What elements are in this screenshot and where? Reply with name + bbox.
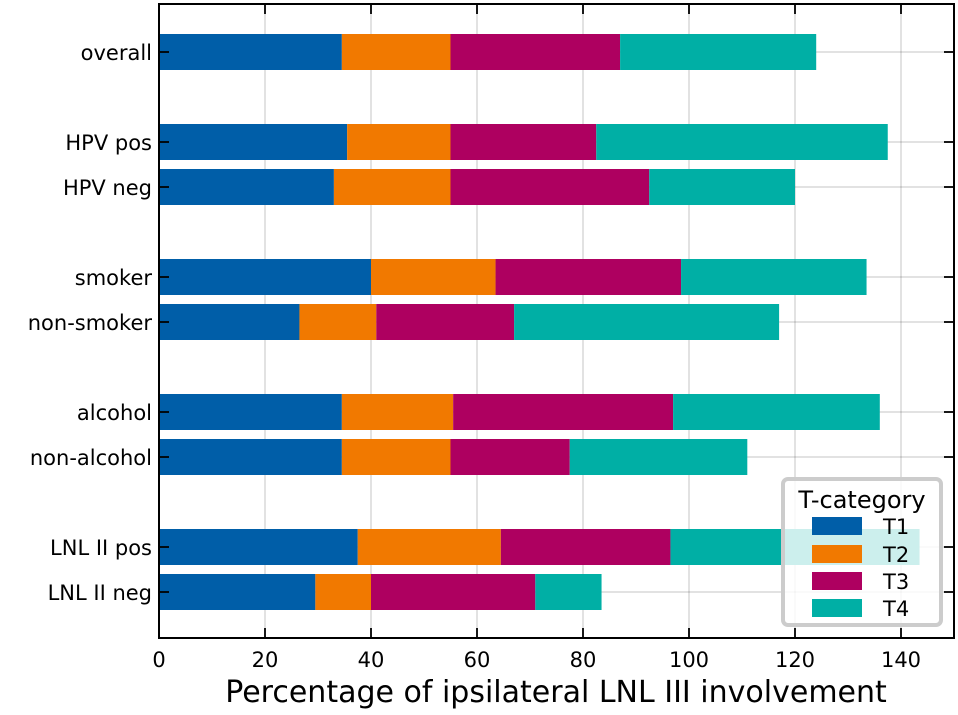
bar-alcohol-t1 xyxy=(159,394,342,430)
bar-overall-t3 xyxy=(450,34,621,70)
bar-lnl-ii-neg-t3 xyxy=(371,574,536,610)
bar-hpv-pos-t4 xyxy=(596,124,888,160)
x-tick-labels: 0 20 40 60 80 100 120 140 xyxy=(152,648,921,672)
bar-non-smoker-t3 xyxy=(376,304,515,340)
bar-non-smoker-t1 xyxy=(159,304,300,340)
bar-lnl-ii-pos-t2 xyxy=(357,529,501,565)
y-tick-label: LNL II pos xyxy=(50,536,152,560)
x-tick-label: 120 xyxy=(775,648,815,672)
bar-smoker-t3 xyxy=(495,259,682,295)
bar-hpv-pos-t1 xyxy=(159,124,348,160)
bar-hpv-neg-t3 xyxy=(450,169,650,205)
bar-smoker-t4 xyxy=(681,259,867,295)
x-tick-label: 60 xyxy=(464,648,491,672)
bar-non-alcohol-t3 xyxy=(450,439,570,475)
bar-alcohol-t3 xyxy=(453,394,674,430)
y-tick-labels: overall HPV pos HPV neg smoker non-smoker alc… xyxy=(28,41,153,605)
legend-swatch-t3 xyxy=(812,572,862,590)
x-tick-label: 100 xyxy=(669,648,709,672)
bar-lnl-ii-pos-t1 xyxy=(159,529,358,565)
legend-label-t2: T2 xyxy=(882,543,909,567)
legend-swatch-t1 xyxy=(812,517,862,535)
x-tick-label: 140 xyxy=(881,648,921,672)
bar-lnl-ii-neg-t1 xyxy=(159,574,316,610)
y-tick-label: overall xyxy=(81,41,152,65)
bar-smoker-t1 xyxy=(159,259,371,295)
plot-frame xyxy=(158,3,955,639)
bar-hpv-neg-t4 xyxy=(649,169,795,205)
bar-overall-t4 xyxy=(620,34,817,70)
bars xyxy=(159,34,920,610)
x-tick-label: 0 xyxy=(152,648,165,672)
y-tick-label: LNL II neg xyxy=(48,581,152,605)
x-axis-title: Percentage of ipsilateral LNL III involv… xyxy=(225,675,887,710)
bar-alcohol-t2 xyxy=(341,394,454,430)
bar-non-smoker-t2 xyxy=(299,304,377,340)
bar-overall-t1 xyxy=(159,34,342,70)
bar-non-smoker-t4 xyxy=(514,304,780,340)
bar-hpv-neg-t2 xyxy=(333,169,451,205)
bar-hpv-pos-t3 xyxy=(450,124,597,160)
bar-lnl-ii-pos-t3 xyxy=(500,529,671,565)
legend-swatch-t2 xyxy=(812,545,862,563)
y-tick-label: HPV pos xyxy=(65,131,152,155)
bar-lnl-ii-neg-t2 xyxy=(315,574,371,610)
legend-label-t1: T1 xyxy=(882,515,909,539)
y-tick-label: non-smoker xyxy=(28,311,153,335)
legend-label-t4: T4 xyxy=(882,597,909,621)
bar-smoker-t2 xyxy=(371,259,496,295)
bar-lnl-ii-neg-t4 xyxy=(535,574,602,610)
y-tick-label: smoker xyxy=(75,266,153,290)
legend-items: T1 T2 T3 T4 xyxy=(812,515,909,621)
legend-swatch-t4 xyxy=(812,599,862,617)
bar-overall-t2 xyxy=(341,34,451,70)
bar-alcohol-t4 xyxy=(673,394,880,430)
y-tick-label: alcohol xyxy=(77,401,152,425)
x-tick-label: 80 xyxy=(570,648,597,672)
x-tick-label: 40 xyxy=(358,648,385,672)
axis-ticks xyxy=(158,4,954,638)
legend-title: T-category xyxy=(797,486,925,514)
bar-hpv-neg-t1 xyxy=(159,169,334,205)
bar-non-alcohol-t4 xyxy=(569,439,748,475)
bar-non-alcohol-t1 xyxy=(159,439,342,475)
y-tick-label: non-alcohol xyxy=(30,446,152,470)
bar-non-alcohol-t2 xyxy=(341,439,451,475)
bar-hpv-pos-t2 xyxy=(347,124,451,160)
x-tick-label: 20 xyxy=(252,648,279,672)
y-tick-label: HPV neg xyxy=(63,176,152,200)
legend: T-category T1 T2 T3 T4 xyxy=(781,477,943,627)
legend-label-t3: T3 xyxy=(882,570,909,594)
